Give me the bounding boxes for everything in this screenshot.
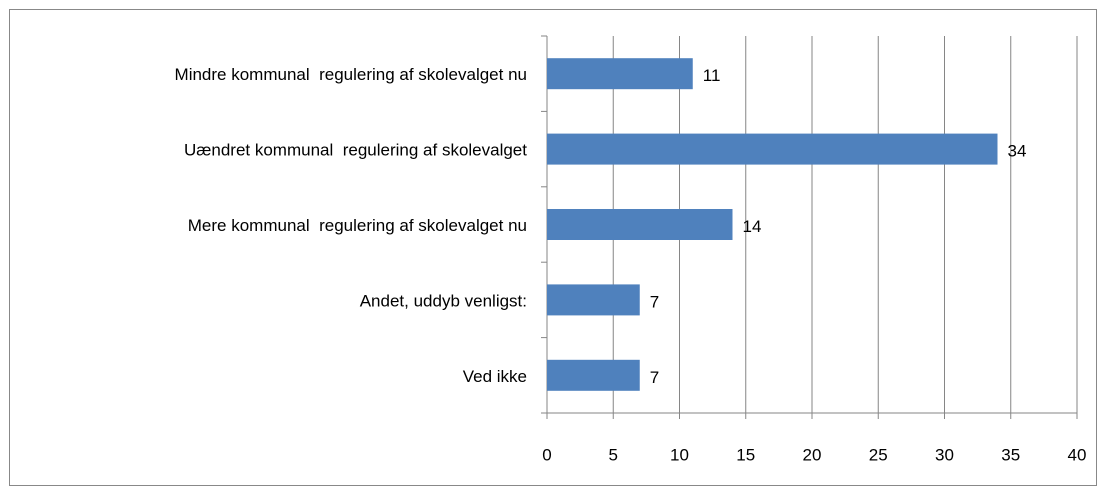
y-tick-label: Ved ikke bbox=[463, 367, 527, 386]
x-tick-label: 30 bbox=[935, 445, 954, 464]
bar bbox=[547, 209, 733, 240]
y-tick-label: Mindre kommunal regulering af skolevalge… bbox=[175, 65, 527, 84]
x-tick-label: 10 bbox=[670, 445, 689, 464]
x-tick-label: 40 bbox=[1068, 445, 1087, 464]
y-tick-label: Mere kommunal regulering af skolevalget … bbox=[188, 216, 527, 235]
y-tick-label: Uændret kommunal regulering af skolevalg… bbox=[184, 141, 527, 160]
data-label: 11 bbox=[703, 66, 721, 85]
x-tick-label: 0 bbox=[542, 445, 551, 464]
data-label: 14 bbox=[743, 217, 762, 236]
x-tick-label: 25 bbox=[869, 445, 888, 464]
x-tick-label: 5 bbox=[609, 445, 618, 464]
bar bbox=[547, 284, 640, 316]
x-tick-label: 20 bbox=[803, 445, 822, 464]
bar bbox=[547, 133, 998, 165]
bar bbox=[547, 359, 640, 391]
data-label: 7 bbox=[650, 368, 659, 387]
data-label: 7 bbox=[650, 292, 659, 311]
x-tick-label: 35 bbox=[1001, 445, 1020, 464]
x-tick-label: 15 bbox=[736, 445, 755, 464]
data-label: 34 bbox=[1008, 142, 1027, 161]
bar bbox=[547, 58, 693, 90]
y-tick-label: Andet, uddyb venligst: bbox=[360, 291, 527, 310]
